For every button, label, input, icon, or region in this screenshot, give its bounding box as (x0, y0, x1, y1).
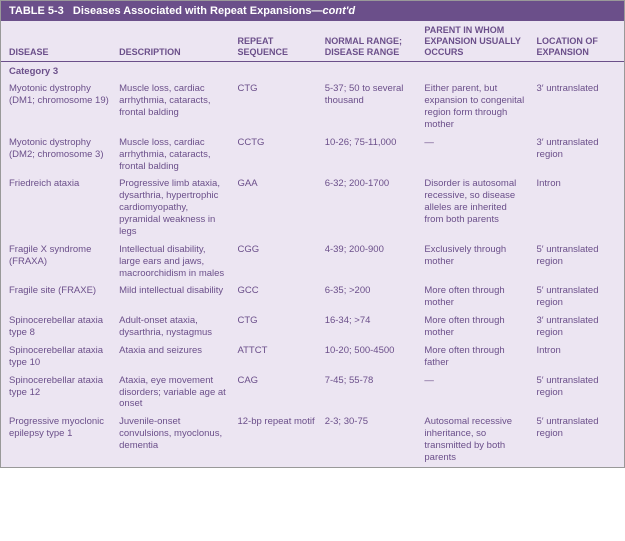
table-row: Progressive myoclonic epilepsy type 1Juv… (1, 413, 624, 467)
col-disease: DISEASE (1, 21, 113, 62)
cell-description: Progressive limb ataxia, dysarthria, hyp… (113, 175, 231, 240)
cell-parent: — (418, 134, 530, 176)
category-row: Category 3 (1, 62, 624, 80)
cell-parent: More often through father (418, 342, 530, 372)
cell-description: Mild intellectual disability (113, 282, 231, 312)
cell-sequence: ATTCT (231, 342, 318, 372)
cell-range: 6-32; 200-1700 (319, 175, 419, 240)
cell-location: 5′ untranslated region (531, 241, 625, 283)
table-row: Fragile site (FRAXE)Mild intellectual di… (1, 282, 624, 312)
table-container: TABLE 5-3 Diseases Associated with Repea… (0, 0, 625, 468)
cell-disease: Fragile site (FRAXE) (1, 282, 113, 312)
table-row: Myotonic dystrophy (DM2; chromosome 3)Mu… (1, 134, 624, 176)
cell-location: 3′ untranslated region (531, 312, 625, 342)
cell-range: 2-3; 30-75 (319, 413, 419, 467)
table-contd: cont'd (323, 5, 356, 17)
cell-description: Ataxia and seizures (113, 342, 231, 372)
table-row: Friedreich ataxiaProgressive limb ataxia… (1, 175, 624, 240)
cell-disease: Progressive myoclonic epilepsy type 1 (1, 413, 113, 467)
cell-description: Ataxia, eye movement disorders; variable… (113, 372, 231, 414)
cell-sequence: CGG (231, 241, 318, 283)
cell-range: 10-20; 500-4500 (319, 342, 419, 372)
cell-parent: More often through mother (418, 282, 530, 312)
cell-parent: Autosomal recessive inheritance, so tran… (418, 413, 530, 467)
expansion-table: DISEASE DESCRIPTION REPEAT SEQUENCE NORM… (1, 21, 624, 467)
cell-sequence: CAG (231, 372, 318, 414)
col-parent: PARENT IN WHOM EXPANSION USUALLY OCCURS (418, 21, 530, 62)
header-row: DISEASE DESCRIPTION REPEAT SEQUENCE NORM… (1, 21, 624, 62)
cell-location: 3′ untranslated (531, 80, 625, 134)
table-title: Diseases Associated with Repeat Expansio… (73, 5, 323, 17)
cell-location: Intron (531, 175, 625, 240)
cell-disease: Spinocerebellar ataxia type 10 (1, 342, 113, 372)
cell-sequence: GCC (231, 282, 318, 312)
cell-sequence: GAA (231, 175, 318, 240)
cell-sequence: CTG (231, 312, 318, 342)
cell-range: 6-35; >200 (319, 282, 419, 312)
cell-location: 3′ untranslated region (531, 134, 625, 176)
cell-sequence: 12-bp repeat motif (231, 413, 318, 467)
cell-description: Intellectual disability, large ears and … (113, 241, 231, 283)
table-body: Category 3Myotonic dystrophy (DM1; chrom… (1, 62, 624, 467)
table-row: Spinocerebellar ataxia type 12Ataxia, ey… (1, 372, 624, 414)
cell-location: 5′ untranslated region (531, 282, 625, 312)
cell-location: 5′ untranslated region (531, 372, 625, 414)
table-title-bar: TABLE 5-3 Diseases Associated with Repea… (1, 1, 624, 21)
cell-disease: Spinocerebellar ataxia type 12 (1, 372, 113, 414)
cell-disease: Spinocerebellar ataxia type 8 (1, 312, 113, 342)
cell-parent: — (418, 372, 530, 414)
table-row: Spinocerebellar ataxia type 10Ataxia and… (1, 342, 624, 372)
col-loc: LOCATION OF EXPANSION (531, 21, 625, 62)
cell-location: Intron (531, 342, 625, 372)
cell-location: 5′ untranslated region (531, 413, 625, 467)
cell-sequence: CTG (231, 80, 318, 134)
cell-description: Muscle loss, cardiac arrhythmia, catarac… (113, 134, 231, 176)
cell-range: 16-34; >74 (319, 312, 419, 342)
cell-parent: More often through mother (418, 312, 530, 342)
cell-parent: Exclusively through mother (418, 241, 530, 283)
table-row: Fragile X syndrome (FRAXA)Intellectual d… (1, 241, 624, 283)
category-label: Category 3 (1, 62, 624, 80)
cell-description: Adult-onset ataxia, dysarthria, nystagmu… (113, 312, 231, 342)
cell-disease: Friedreich ataxia (1, 175, 113, 240)
cell-description: Juvenile-onset convulsions, myoclonus, d… (113, 413, 231, 467)
cell-range: 10-26; 75-11,000 (319, 134, 419, 176)
cell-range: 7-45; 55-78 (319, 372, 419, 414)
col-desc: DESCRIPTION (113, 21, 231, 62)
cell-disease: Myotonic dystrophy (DM1; chromosome 19) (1, 80, 113, 134)
cell-sequence: CCTG (231, 134, 318, 176)
cell-disease: Fragile X syndrome (FRAXA) (1, 241, 113, 283)
cell-parent: Disorder is autosomal recessive, so dise… (418, 175, 530, 240)
cell-range: 5-37; 50 to several thousand (319, 80, 419, 134)
table-row: Myotonic dystrophy (DM1; chromosome 19)M… (1, 80, 624, 134)
cell-disease: Myotonic dystrophy (DM2; chromosome 3) (1, 134, 113, 176)
cell-parent: Either parent, but expansion to congenit… (418, 80, 530, 134)
col-range: NORMAL RANGE; DISEASE RANGE (319, 21, 419, 62)
cell-range: 4-39; 200-900 (319, 241, 419, 283)
col-seq: REPEAT SEQUENCE (231, 21, 318, 62)
table-label: TABLE 5-3 (9, 5, 64, 17)
table-row: Spinocerebellar ataxia type 8Adult-onset… (1, 312, 624, 342)
cell-description: Muscle loss, cardiac arrhythmia, catarac… (113, 80, 231, 134)
